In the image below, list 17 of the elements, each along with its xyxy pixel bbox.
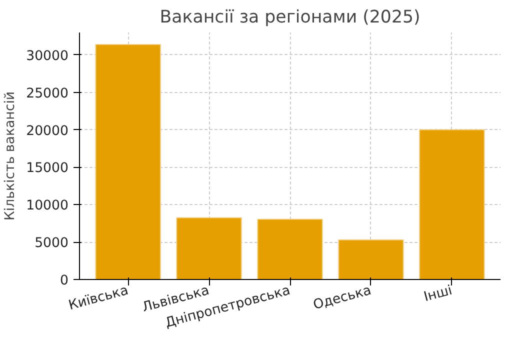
x-tick-label: Одеська	[312, 283, 373, 314]
bar	[95, 44, 161, 280]
bar	[257, 218, 323, 280]
y-tick-label: 30000	[26, 48, 69, 64]
bar	[419, 129, 485, 280]
y-tick-label: 10000	[26, 198, 69, 214]
y-tick-label: 25000	[26, 86, 69, 102]
y-tick-label: 0	[60, 274, 69, 288]
chart-title: Вакансії за регіонами (2025)	[160, 8, 420, 28]
x-tick-label: Інші	[422, 283, 454, 306]
bar	[176, 217, 242, 280]
y-tick-label: 20000	[26, 124, 69, 139]
y-tick-label: 15000	[26, 161, 69, 176]
y-tick-label: 5000	[34, 236, 69, 252]
x-tick-label: Київська	[67, 283, 130, 314]
bar	[338, 239, 404, 280]
y-axis-title: Кількість вакансій	[3, 91, 18, 221]
